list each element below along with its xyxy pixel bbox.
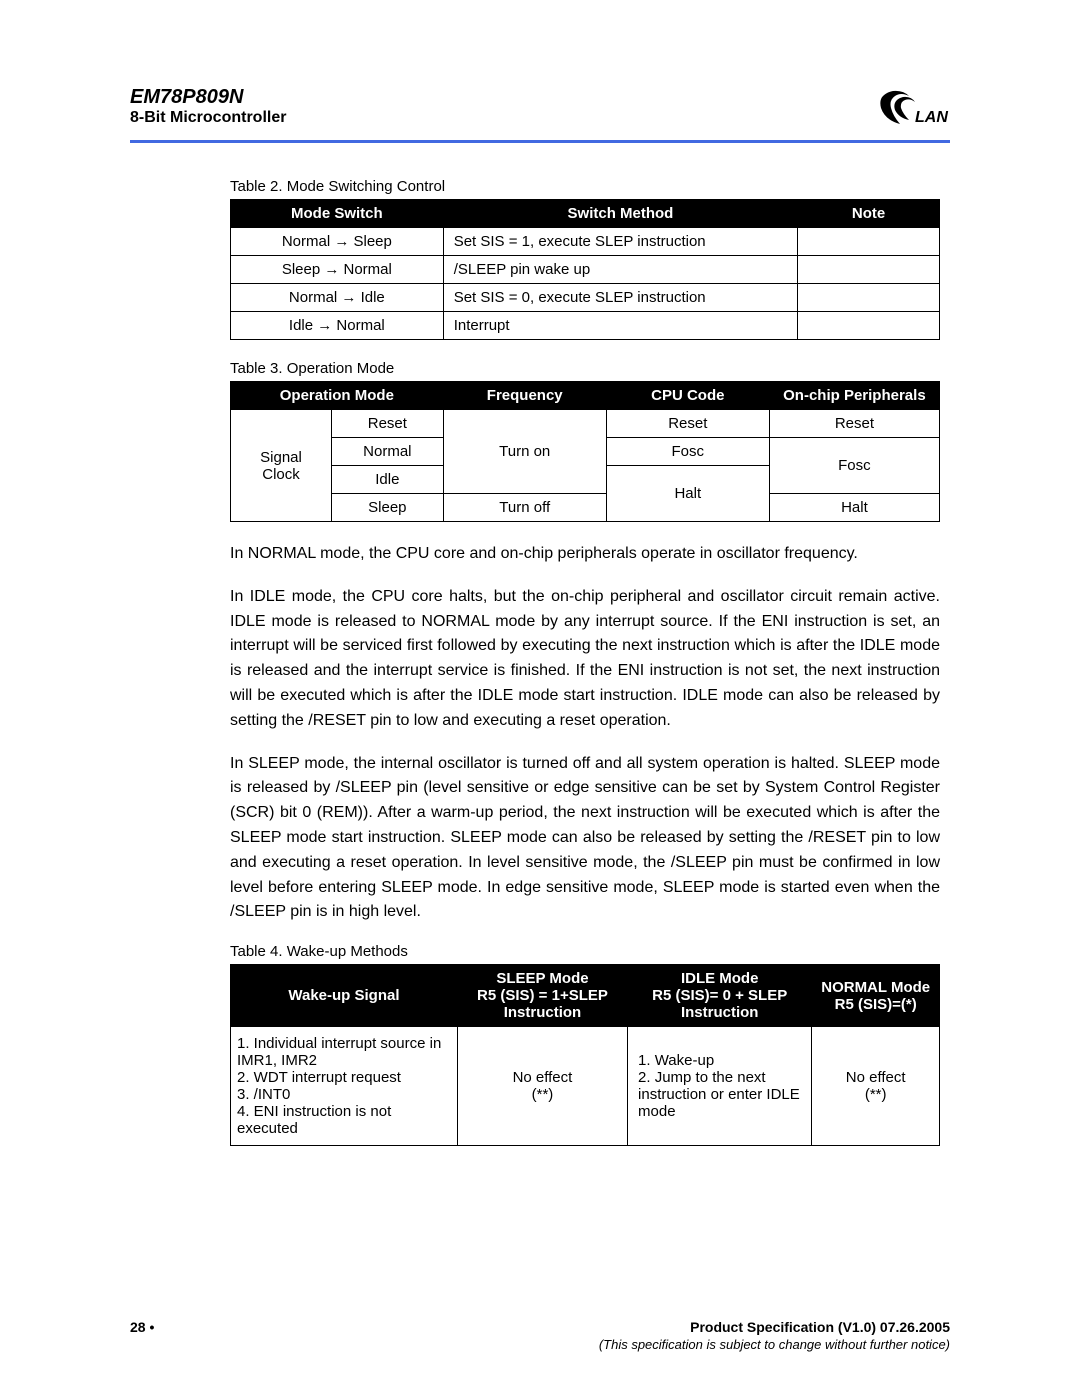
table-row: Sleep → Normal /SLEEP pin wake up: [231, 256, 940, 284]
table2-h0: Mode Switch: [231, 200, 444, 228]
footer: 28 • Product Specification (V1.0) 07.26.…: [130, 1319, 950, 1352]
table-row: Normal → Sleep Set SIS = 1, execute SLEP…: [231, 228, 940, 256]
table-row: Sleep Turn off Halt: [231, 494, 940, 522]
paragraph-sleep: In SLEEP mode, the internal oscillator i…: [230, 752, 940, 926]
cell: 1. Individual interrupt source in IMR1, …: [231, 1027, 458, 1146]
table4-caption: Table 4. Wake-up Methods: [230, 943, 940, 960]
table4-h0: Wake-up Signal: [231, 965, 458, 1027]
cell: Sleep → Normal: [231, 256, 444, 284]
cell: Reset: [769, 410, 939, 438]
logo-text: LAN: [915, 109, 948, 126]
header-text: EM78P809N 8-Bit Microcontroller: [130, 86, 286, 127]
cell: Reset: [606, 410, 769, 438]
doc-subtitle: 8-Bit Microcontroller: [130, 109, 286, 127]
cell: Reset: [332, 410, 444, 438]
paragraph-normal: In NORMAL mode, the CPU core and on-chip…: [230, 542, 940, 567]
cell: Set SIS = 1, execute SLEP instruction: [443, 228, 798, 256]
footer-right: Product Specification (V1.0) 07.26.2005: [690, 1319, 950, 1335]
content-area: Table 2. Mode Switching Control Mode Swi…: [230, 178, 940, 1146]
table-row: Idle → Normal Interrupt: [231, 312, 940, 340]
cell: /SLEEP pin wake up: [443, 256, 798, 284]
header: EM78P809N 8-Bit Microcontroller LAN: [130, 86, 950, 136]
cell: [798, 312, 940, 340]
table-wakeup-methods: Wake-up Signal SLEEP Mode R5 (SIS) = 1+S…: [230, 964, 940, 1146]
table2-h2: Note: [798, 200, 940, 228]
cell: [798, 256, 940, 284]
table3-h1: Frequency: [443, 382, 606, 410]
table-mode-switching: Mode Switch Switch Method Note Normal → …: [230, 199, 940, 340]
cell: No effect (**): [812, 1027, 940, 1146]
table4-h3: NORMAL Mode R5 (SIS)=(*): [812, 965, 940, 1027]
cell: Sleep: [332, 494, 444, 522]
cell: Normal: [332, 438, 444, 466]
cell: Turn off: [443, 494, 606, 522]
cell: Interrupt: [443, 312, 798, 340]
cell: 1. Wake-up 2. Jump to the next instructi…: [628, 1027, 812, 1146]
table-row: 1. Individual interrupt source in IMR1, …: [231, 1027, 940, 1146]
cell: Set SIS = 0, execute SLEP instruction: [443, 284, 798, 312]
table3-h3: On-chip Peripherals: [769, 382, 939, 410]
header-divider: [130, 140, 950, 143]
cell: Normal → Sleep: [231, 228, 444, 256]
cell: Halt: [769, 494, 939, 522]
table4-h2: IDLE Mode R5 (SIS)= 0 + SLEP Instruction: [628, 965, 812, 1027]
cell: Fosc: [769, 438, 939, 494]
page-number: 28 •: [130, 1319, 154, 1335]
cell: Turn on: [443, 410, 606, 494]
footer-notice: (This specification is subject to change…: [130, 1337, 950, 1352]
table-row: Normal → Idle Set SIS = 0, execute SLEP …: [231, 284, 940, 312]
table3-caption: Table 3. Operation Mode: [230, 360, 940, 377]
table-operation-mode: Operation Mode Frequency CPU Code On-chi…: [230, 381, 940, 522]
table3-h0: Operation Mode: [231, 382, 444, 410]
table-row: Signal Clock Reset Turn on Reset Reset: [231, 410, 940, 438]
cell: Idle → Normal: [231, 312, 444, 340]
cell: No effect (**): [457, 1027, 627, 1146]
table4-h1: SLEEP Mode R5 (SIS) = 1+SLEP Instruction: [457, 965, 627, 1027]
cell: Normal → Idle: [231, 284, 444, 312]
cell: Halt: [606, 466, 769, 522]
cell: Idle: [332, 466, 444, 494]
doc-title: EM78P809N: [130, 86, 286, 109]
cell: [798, 284, 940, 312]
elan-logo: LAN: [875, 86, 950, 136]
signal-clock-label: Signal Clock: [231, 410, 332, 522]
paragraph-idle: In IDLE mode, the CPU core halts, but th…: [230, 585, 940, 734]
cell: [798, 228, 940, 256]
cell: Fosc: [606, 438, 769, 466]
table2-h1: Switch Method: [443, 200, 798, 228]
table2-caption: Table 2. Mode Switching Control: [230, 178, 940, 195]
table3-h2: CPU Code: [606, 382, 769, 410]
